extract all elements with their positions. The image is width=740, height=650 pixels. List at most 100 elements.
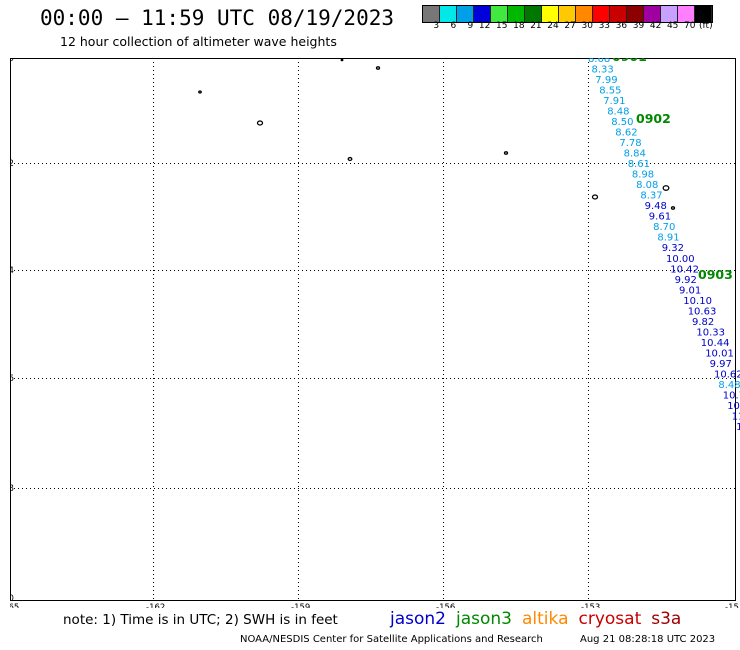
- wave-height-label: 8.48: [718, 380, 740, 391]
- legend-swatch: [576, 6, 593, 22]
- latitude-tick-label: -20: [10, 58, 14, 64]
- color-legend: [422, 5, 713, 23]
- legend-label: 27: [564, 21, 576, 31]
- wave-height-label: 10.42: [670, 264, 699, 275]
- units-note: note: 1) Time is in UTC; 2) SWH is in fe…: [63, 612, 338, 628]
- island-outline: [662, 185, 670, 191]
- island-outline: [256, 120, 264, 126]
- wave-height-map: -20 -22 -24 -26 -28 -30-165 -162 -159 -156 -153 -1…: [10, 58, 740, 608]
- legend-label: 9: [467, 21, 474, 31]
- wave-height-label: 8.50: [611, 117, 633, 128]
- page-title: 00:00 – 11:59 UTC 08/19/2023: [40, 6, 395, 30]
- legend-swatch: [440, 6, 457, 22]
- legend-swatch: [457, 6, 474, 22]
- legend-swatch: [508, 6, 525, 22]
- satellite-name: cryosat: [578, 609, 642, 629]
- legend-label: 15: [496, 21, 508, 31]
- legend-swatch: [559, 6, 576, 22]
- satellite-name: altika: [522, 609, 569, 629]
- wave-height-label: 9.32: [662, 243, 684, 254]
- wave-height-label: 10.33: [696, 327, 725, 338]
- longitude-tick-label: -165: [10, 603, 19, 608]
- latitude-tick-label: -22: [10, 159, 14, 169]
- pass-label: 0903: [698, 267, 733, 282]
- legend-swatch: [491, 6, 508, 22]
- wave-height-label: 8.84: [624, 149, 646, 160]
- wave-height-label: 8.08: [636, 180, 658, 191]
- island-outline: [503, 151, 509, 155]
- wave-height-label: 7.91: [603, 96, 625, 107]
- page-subtitle: 12 hour collection of altimeter wave hei…: [60, 34, 337, 49]
- legend-label: 70: [684, 21, 696, 31]
- wave-height-label: 10.76: [723, 390, 740, 401]
- legend-label: 24: [547, 21, 559, 31]
- wave-height-label: 9.48: [645, 201, 667, 212]
- longitude-tick-label: -156: [436, 603, 455, 608]
- wave-height-label: 9.97: [710, 359, 732, 370]
- wave-height-label: 8.91: [657, 233, 679, 244]
- legend-swatch: [423, 6, 440, 22]
- wave-height-label: 10.63: [688, 306, 717, 317]
- wave-height-label: 10.10: [683, 296, 712, 307]
- legend-swatch: [474, 6, 491, 22]
- satellite-name: jason3: [456, 609, 512, 629]
- legend-label: 18: [513, 21, 525, 31]
- longitude-tick-label: -15: [725, 603, 739, 608]
- wave-height-label: 10.01: [705, 348, 734, 359]
- wave-height-label: 8.48: [607, 107, 629, 118]
- latitude-tick-label: -28: [10, 484, 14, 494]
- legend-label: 36: [615, 21, 628, 31]
- wave-height-label: 7.99: [595, 75, 617, 86]
- island-outline: [375, 66, 381, 70]
- legend-swatch: [644, 6, 661, 22]
- wave-height-label: 8.37: [640, 191, 662, 202]
- legend-swatch: [678, 6, 695, 22]
- wave-height-label: 10.00: [666, 254, 695, 265]
- legend-label: 21: [530, 21, 542, 31]
- island-outline: [347, 156, 353, 162]
- wave-height-label: 9.92: [675, 275, 697, 286]
- longitude-tick-label: -153: [581, 603, 600, 608]
- pass-label: 0902: [636, 111, 671, 126]
- color-legend-labels: 3 6 9 12 15 18 21 24 27 30 33 36 39 42 45 70 (ft): [422, 21, 713, 31]
- legend-label: 6: [450, 21, 457, 31]
- legend-label: 39: [632, 21, 645, 31]
- map-frame: [10, 58, 736, 601]
- satellite-legend: jason2 jason3 altika cryosat s3a: [390, 609, 691, 629]
- legend-label: 33: [598, 21, 611, 31]
- latitude-tick-label: -26: [10, 374, 14, 384]
- wave-height-label: 10.44: [701, 338, 730, 349]
- wave-height-label: 8.33: [592, 65, 614, 76]
- wave-height-label: 11.0: [732, 412, 740, 423]
- longitude-tick-label: -162: [146, 603, 165, 608]
- legend-label: 12: [478, 21, 491, 31]
- longitude-tick-label: -159: [291, 603, 310, 608]
- wave-height-label: 8.61: [628, 159, 650, 170]
- legend-swatch: [661, 6, 678, 22]
- legend-swatch: [610, 6, 627, 22]
- wave-height-label: 10.53: [727, 401, 740, 412]
- wave-height-label: 10.62: [714, 369, 740, 380]
- wave-height-label: 10.: [736, 422, 740, 433]
- wave-height-label: 9.01: [679, 285, 701, 296]
- wave-height-label: 8.70: [653, 222, 675, 233]
- satellite-name: jason2: [390, 609, 446, 629]
- legend-swatch: [627, 6, 644, 22]
- legend-label: (ft): [699, 21, 713, 31]
- wave-height-label: 8.98: [632, 170, 654, 181]
- latitude-tick-label: -24: [10, 266, 14, 276]
- wave-height-label: 8.68: [588, 58, 610, 65]
- satellite-name: s3a: [651, 609, 682, 629]
- legend-swatch: [542, 6, 559, 22]
- island-outline: [198, 90, 202, 94]
- island-outline: [591, 194, 599, 200]
- legend-label: 30: [581, 21, 593, 31]
- island-outline: [670, 206, 676, 210]
- legend-label: 42: [649, 21, 662, 31]
- legend-label: 3: [433, 21, 440, 31]
- wave-height-label: 9.82: [692, 317, 714, 328]
- pass-label: 0901: [612, 58, 647, 64]
- legend-swatch: [525, 6, 542, 22]
- legend-swatch: [695, 6, 712, 22]
- wave-height-label: 8.62: [615, 128, 637, 139]
